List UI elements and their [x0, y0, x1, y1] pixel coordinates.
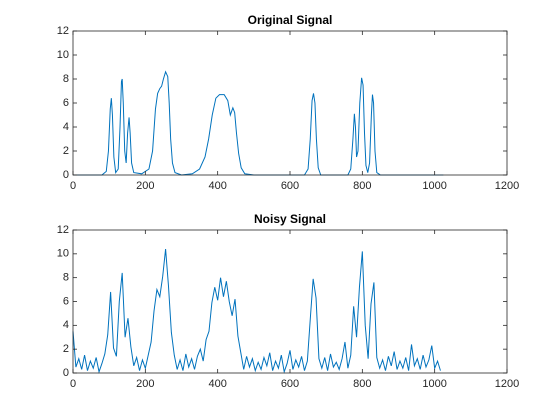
y-tick-label: 0 [63, 169, 69, 181]
y-tick-label: 0 [63, 367, 69, 379]
chart-title: Noisy Signal [254, 212, 326, 226]
x-tick-label: 400 [208, 378, 226, 390]
x-tick-label: 800 [353, 378, 371, 390]
chart-title: Original Signal [248, 13, 333, 27]
x-tick-label: 1000 [422, 180, 446, 192]
x-tick-label: 400 [208, 180, 226, 192]
signal-line [72, 249, 441, 374]
y-tick-label: 8 [63, 272, 69, 284]
x-tick-label: 200 [136, 180, 154, 192]
y-tick-label: 6 [63, 295, 69, 307]
y-tick-label: 6 [63, 97, 69, 109]
x-tick-label: 1000 [422, 378, 446, 390]
y-tick-label: 12 [57, 25, 69, 37]
y-tick-label: 4 [63, 121, 69, 133]
signal-line [73, 70, 444, 176]
axes-background [73, 31, 507, 175]
x-tick-label: 800 [353, 180, 371, 192]
x-tick-label: 0 [70, 378, 76, 390]
axes-background [73, 230, 507, 373]
x-tick-label: 1200 [495, 378, 519, 390]
x-tick-label: 600 [281, 378, 299, 390]
x-tick-label: 1200 [495, 180, 519, 192]
y-tick-label: 8 [63, 73, 69, 85]
y-tick-label: 2 [63, 145, 69, 157]
y-tick-label: 12 [57, 224, 69, 236]
y-tick-label: 2 [63, 343, 69, 355]
y-tick-label: 10 [57, 248, 69, 260]
x-tick-label: 600 [281, 180, 299, 192]
x-tick-label: 200 [136, 378, 154, 390]
y-tick-label: 10 [57, 49, 69, 61]
x-tick-label: 0 [70, 180, 76, 192]
y-tick-label: 4 [63, 319, 69, 331]
